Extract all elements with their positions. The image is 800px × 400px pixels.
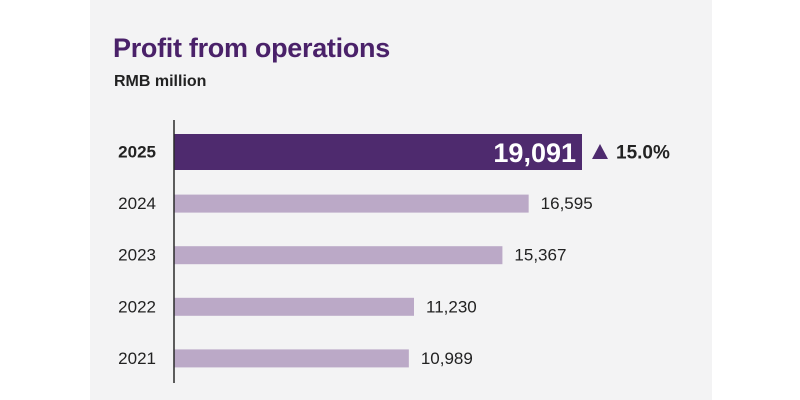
bar-2025: [174, 134, 582, 170]
chart-subtitle: RMB million: [114, 73, 207, 90]
value-label-2022: 11,230: [426, 297, 477, 316]
chart-title: Profit from operations: [113, 33, 390, 63]
bar-2021: [174, 349, 409, 368]
value-label-2023: 15,367: [514, 246, 566, 265]
value-label-2025: 19,091: [493, 138, 576, 168]
year-label-2021: 2021: [118, 349, 156, 368]
bar-2024: [174, 194, 529, 213]
change-label: 15.0%: [616, 143, 670, 164]
year-label-2024: 2024: [118, 194, 156, 213]
bar-2022: [174, 297, 414, 316]
triangle-up-icon: [592, 144, 608, 159]
value-label-2024: 16,595: [541, 194, 593, 213]
year-label-2025: 2025: [118, 143, 156, 162]
year-label-2023: 2023: [118, 246, 156, 265]
value-label-2021: 10,989: [421, 349, 473, 368]
year-label-2022: 2022: [118, 297, 156, 316]
bar-2023: [174, 246, 503, 265]
